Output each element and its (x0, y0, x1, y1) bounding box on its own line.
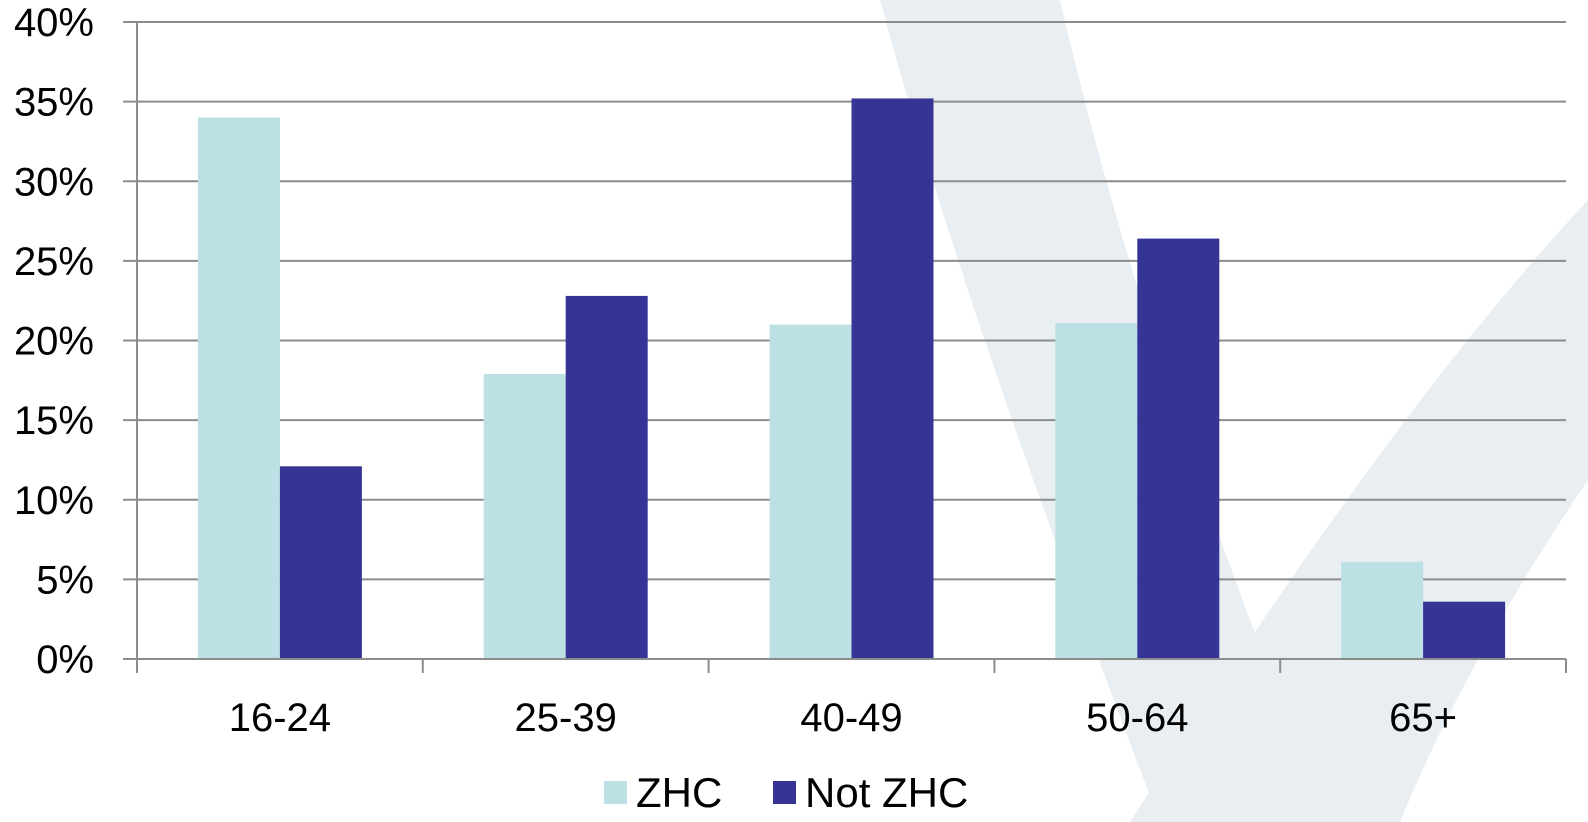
bar-zhc-16-24 (197, 117, 280, 660)
y-tick-label-40: 40% (14, 1, 94, 45)
y-tick-label-35: 35% (14, 81, 94, 125)
legend-label-not-zhc: Not ZHC (805, 769, 968, 816)
bar-not-zhc-65+ (1423, 601, 1506, 659)
y-tick-label-10: 10% (14, 479, 94, 523)
y-tick-label-5: 5% (36, 558, 94, 602)
y-tick-label-0: 0% (36, 638, 94, 682)
y-axis-tick-labels: 0% 5% 10% 15% 20% 25% 30% 35% 40% (14, 1, 94, 682)
background-swoosh-right (1130, 200, 1588, 822)
x-tick-label-50-64: 50-64 (1086, 696, 1188, 740)
legend-label-zhc: ZHC (636, 769, 722, 816)
bars (197, 98, 1506, 660)
y-tick-label-25: 25% (14, 240, 94, 284)
bar-not-zhc-40-49 (851, 98, 934, 659)
bar-zhc-50-64 (1055, 322, 1138, 659)
y-tick-label-30: 30% (14, 160, 94, 204)
bar-zhc-65+ (1341, 561, 1424, 659)
x-axis-tick-labels: 16-24 25-39 40-49 50-64 65+ (229, 696, 1457, 740)
bar-not-zhc-50-64 (1137, 238, 1220, 659)
background-decoration (880, 0, 1588, 822)
bar-not-zhc-16-24 (279, 466, 362, 659)
x-tick-label-25-39: 25-39 (515, 696, 617, 740)
bar-zhc-25-39 (483, 373, 566, 659)
x-tick-label-65+: 65+ (1389, 696, 1457, 740)
legend-swatch-zhc (604, 781, 627, 804)
x-tick-label-40-49: 40-49 (800, 696, 902, 740)
bar-zhc-40-49 (769, 324, 852, 659)
y-tick-label-20: 20% (14, 320, 94, 364)
gridlines (137, 21, 1566, 581)
x-tick-label-16-24: 16-24 (229, 696, 331, 740)
legend-swatch-not-zhc (773, 781, 796, 804)
y-tick-label-15: 15% (14, 399, 94, 443)
axes (123, 21, 1567, 673)
bar-not-zhc-25-39 (565, 295, 648, 659)
legend: ZHC Not ZHC (604, 769, 968, 816)
